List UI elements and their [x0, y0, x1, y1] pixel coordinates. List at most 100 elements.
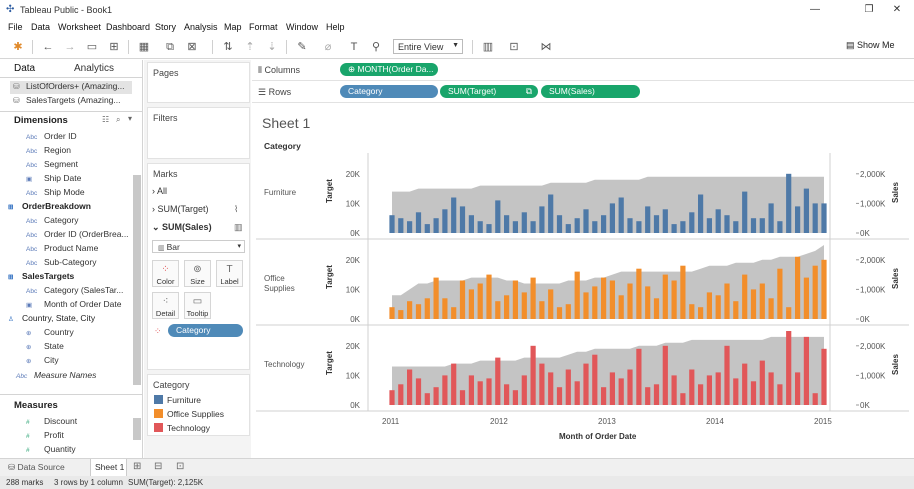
field-ship-date[interactable]: ▣ Ship Date [26, 173, 81, 185]
row-pill-sales[interactable]: SUM(Sales) [541, 85, 640, 98]
sheet-title: Sheet 1 [262, 115, 311, 131]
dimensions-scrollbar[interactable] [133, 175, 141, 385]
row-pill-category[interactable]: Category [340, 85, 438, 98]
marks-all[interactable]: › All [152, 186, 168, 196]
sort-descending-icon[interactable]: ⇣ [267, 41, 277, 53]
field-segment[interactable]: Abc Segment [26, 159, 79, 169]
column-pill-month[interactable]: ⊕ MONTH(Order Da... [340, 63, 438, 76]
field-order-id-breakdown[interactable]: Abc Order ID (OrderBrea... [26, 229, 129, 239]
sales-bar [451, 197, 457, 233]
new-story-icon[interactable]: ⊡ [176, 461, 185, 472]
field-label: Country [44, 327, 74, 337]
field-ship-mode[interactable]: Abc Ship Mode [26, 187, 85, 197]
columns-shelf[interactable]: ⦀ Columns ⊕ MONTH(Order Da... [252, 60, 914, 81]
close-button[interactable]: ✕ [892, 4, 902, 15]
field-category-salestargets[interactable]: Abc Category (SalesTar... [26, 285, 124, 295]
field-category[interactable]: Abc Category [26, 215, 79, 225]
detail-button[interactable]: ⁖ Detail [152, 292, 179, 319]
datasource-item[interactable]: ⛁ ListOfOrders+ (Amazing... [10, 81, 132, 94]
sales-bar [759, 218, 765, 233]
field-product-name[interactable]: Abc Product Name [26, 243, 99, 253]
clear-sheet-icon[interactable]: ⊠ [187, 41, 197, 53]
tooltip-button[interactable]: ▭ Tooltip [184, 292, 211, 319]
x-tick-label: 2015 [814, 417, 832, 426]
field-profit[interactable]: # Profit [26, 430, 64, 440]
share-icon[interactable]: ⋈ [540, 41, 552, 53]
tab-analytics[interactable]: Analytics [74, 63, 115, 74]
field-order-id[interactable]: Abc Order ID [26, 131, 77, 141]
marks-sum-sales[interactable]: ⌄ SUM(Sales) [152, 222, 212, 232]
group-salestargets[interactable]: ⊞ SalesTargets [8, 271, 74, 283]
data-source-tab[interactable]: ⛁ Data Source [8, 462, 65, 473]
filters-card[interactable]: Filters [147, 107, 250, 159]
chevron-down-icon[interactable]: ▾ [128, 114, 133, 123]
field-discount[interactable]: # Discount [26, 416, 78, 426]
field-city[interactable]: ⊕ City [26, 355, 59, 367]
group-icon[interactable]: ⌀ [324, 41, 332, 53]
field-sub-category[interactable]: Abc Sub-Category [26, 257, 97, 267]
row-pill-target[interactable]: SUM(Target) ⧉ [440, 85, 538, 98]
maximize-button[interactable]: ❐ [864, 4, 874, 15]
legend-item[interactable]: Technology [154, 423, 210, 433]
undo-icon[interactable]: ← [42, 41, 54, 53]
duplicate-sheet-icon[interactable]: ⧉ [166, 41, 174, 53]
label-icon[interactable]: T [350, 41, 358, 53]
database-icon: ⛁ [13, 96, 20, 105]
menu-data[interactable]: Data [31, 22, 51, 32]
presentation-mode-icon[interactable]: ⊡ [509, 41, 519, 53]
sheet-tab[interactable]: Sheet 1 [90, 459, 127, 476]
tableau-icon[interactable]: ✱ [13, 41, 23, 53]
menu-window[interactable]: Window [286, 22, 319, 32]
bar-mark-icon: ▥ [234, 222, 243, 232]
sales-bar [777, 221, 783, 233]
field-quantity[interactable]: # Quantity [26, 444, 76, 454]
sales-bar [636, 268, 642, 319]
search-icon[interactable]: ⌕ [116, 115, 121, 124]
legend-item[interactable]: Furniture [154, 395, 201, 405]
menu-analysis[interactable]: Analysis [184, 22, 218, 32]
measures-scrollbar[interactable] [133, 418, 141, 440]
show-me-button[interactable]: ▤ Show Me [846, 40, 895, 51]
field-month-of-order-date[interactable]: ▣ Month of Order Date [26, 299, 121, 311]
field-state[interactable]: ⊕ State [26, 341, 64, 353]
menu-file[interactable]: File [8, 22, 23, 32]
bar-chart[interactable]: Furniture Target Sales 0K 10K 20K 0K 1,000K 2,00… [254, 106, 914, 456]
color-category-pill[interactable]: Category [168, 324, 243, 337]
redo-icon[interactable]: → [64, 41, 76, 53]
rows-shelf[interactable]: ☰ Rows Category SUM(Target) ⧉ SUM(Sales) [252, 82, 914, 103]
field-region[interactable]: Abc Region [26, 145, 71, 155]
size-button[interactable]: ⊚ Size [184, 260, 211, 287]
color-button[interactable]: ⁘ Color [152, 260, 179, 287]
legend-item[interactable]: Office Supplies [154, 409, 224, 419]
new-dashboard-icon[interactable]: ⊟ [154, 461, 163, 472]
menu-dashboard[interactable]: Dashboard [106, 22, 151, 32]
sort-ascending-icon[interactable]: ⇡ [245, 41, 255, 53]
minimize-button[interactable]: — [810, 4, 820, 15]
menu-format[interactable]: Format [249, 22, 278, 32]
new-data-source-icon[interactable]: ⊞ [109, 41, 119, 53]
mark-type-dropdown[interactable]: ▥ Bar ▾ [152, 240, 245, 253]
show-cards-icon[interactable]: ▥ [482, 41, 494, 53]
pin-icon[interactable]: ⚲ [371, 41, 381, 53]
menu-worksheet[interactable]: Worksheet [58, 22, 101, 32]
label-button[interactable]: T Label [216, 260, 243, 287]
pages-card[interactable]: Pages [147, 62, 250, 103]
sales-bar [750, 289, 757, 319]
datasource-item[interactable]: ⛁ SalesTargets (Amazing... [10, 95, 132, 108]
field-country[interactable]: ⊕ Country [26, 327, 74, 339]
highlight-icon[interactable]: ✎ [297, 41, 307, 53]
group-orderbreakdown[interactable]: ⊞ OrderBreakdown [8, 201, 91, 213]
menu-map[interactable]: Map [224, 22, 242, 32]
field-measure-names[interactable]: Abc Measure Names [16, 370, 97, 380]
save-icon[interactable]: ▭ [86, 41, 98, 53]
view-toggle-icon[interactable]: ☷ [102, 115, 110, 124]
swap-icon[interactable]: ⇅ [223, 41, 233, 53]
menu-help[interactable]: Help [326, 22, 345, 32]
new-worksheet-icon[interactable]: ▦ [138, 41, 150, 53]
new-worksheet-icon[interactable]: ⊞ [133, 461, 142, 472]
tab-data[interactable]: Data [0, 60, 60, 77]
hierarchy-country-state-city[interactable]: ♙ Country, State, City [8, 313, 95, 325]
menu-story[interactable]: Story [155, 22, 177, 32]
fit-dropdown[interactable]: Entire View ▼ [393, 39, 463, 54]
marks-sum-target[interactable]: › SUM(Target) [152, 204, 209, 214]
